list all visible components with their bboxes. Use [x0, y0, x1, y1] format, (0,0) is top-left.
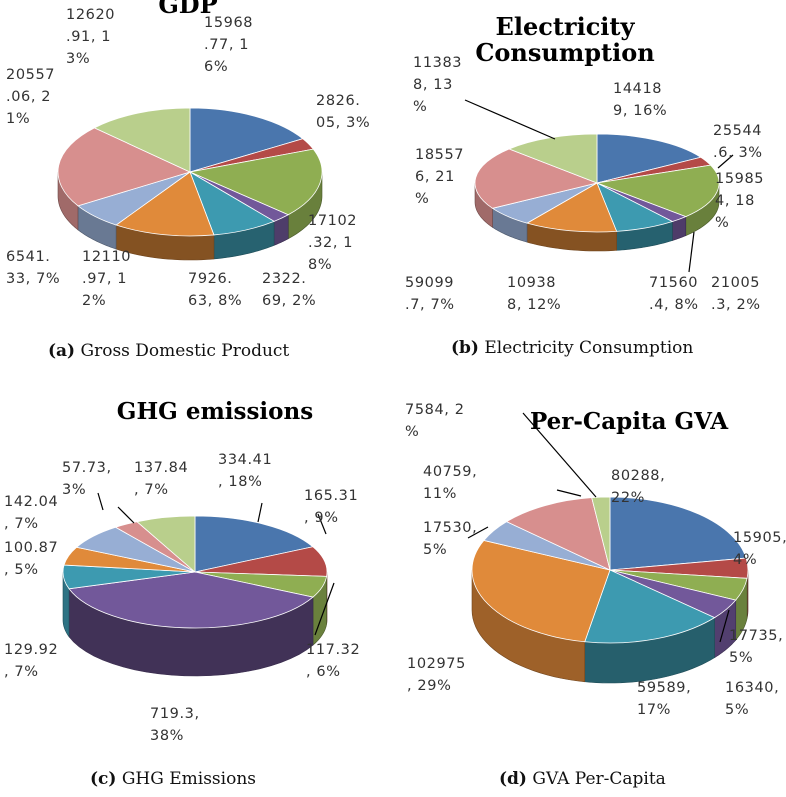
leader-line: [467, 526, 489, 539]
data-label: 59589, 17%: [637, 680, 692, 718]
leader-line: [522, 412, 597, 498]
leader-line: [317, 513, 327, 535]
pie-chart-gdp: GDP 15968 .77, 1 6% 2826. 05, 3% 17102 .…: [0, 0, 393, 380]
leader-line: [117, 506, 135, 524]
pie-slice: [57, 127, 192, 207]
pie-slice: [115, 171, 215, 237]
data-label: 12620 .91, 1 3%: [66, 7, 116, 67]
data-label: 117.32 , 6%: [306, 642, 361, 680]
data-label: 165.31 , 9%: [304, 488, 359, 526]
leader-line: [464, 99, 556, 140]
caption-letter: (a): [48, 341, 76, 361]
pie-svg: [62, 492, 335, 677]
caption-letter: (b): [451, 338, 479, 358]
data-label: 25544 .6, 3%: [713, 123, 763, 161]
pie-chart-electricity: Electricity Consumption 14418 9, 16% 255…: [393, 0, 786, 380]
data-label: 12110 .97, 1 2%: [82, 249, 132, 309]
caption-text: GHG Emissions: [116, 769, 257, 789]
pie-slice: [194, 515, 314, 573]
data-label: 2322. 69, 2%: [262, 271, 317, 309]
data-label: 17735, 5%: [729, 628, 784, 666]
caption: (d) GVA Per-Capita: [499, 769, 666, 789]
caption: (b) Electricity Consumption: [451, 338, 693, 358]
pie-chart-gva: Per-Capita GVA 80288, 22% 15905, 4% 1773…: [393, 395, 786, 797]
caption: (a) Gross Domestic Product: [48, 341, 289, 361]
pie-svg: [57, 107, 323, 261]
pie-chart-ghg: GHG emissions 334.41 , 18% 165.31 , 9% 1…: [0, 395, 393, 797]
caption-letter: (d): [499, 769, 527, 789]
leader-line: [688, 231, 695, 273]
data-label: 20557 .06, 2 1%: [6, 67, 56, 127]
caption-text: GVA Per-Capita: [526, 769, 666, 789]
pie-slice: [136, 515, 196, 573]
data-label: 142.04 , 7%: [4, 494, 59, 532]
data-label: 7584, 2 %: [405, 402, 465, 440]
pie-slice: [595, 164, 720, 218]
data-label: 17102 .32, 1 8%: [308, 213, 358, 273]
pie-slice: [188, 148, 323, 216]
pie-slice: [591, 496, 611, 571]
pie-svg: [464, 99, 734, 273]
chart-title: Electricity Consumption: [475, 12, 655, 68]
data-label: 57.73, 3%: [62, 460, 112, 498]
pie-slice: [93, 107, 191, 173]
data-label: 7926. 63, 8%: [188, 271, 243, 309]
data-label: 137.84 , 7%: [134, 460, 189, 498]
pie-slice: [584, 569, 716, 644]
data-label: 80288, 22%: [611, 468, 666, 506]
caption-text: Gross Domestic Product: [75, 341, 290, 361]
chart-title: GDP: [158, 0, 218, 19]
data-label: 334.41 , 18%: [218, 452, 273, 490]
pie-slice: [474, 148, 599, 209]
data-label: 2826. 05, 3%: [316, 93, 371, 131]
data-label: 21005 .3, 2%: [711, 275, 761, 313]
caption-text: Electricity Consumption: [478, 338, 694, 358]
pie-slice: [505, 497, 611, 571]
leader-line: [257, 502, 263, 523]
pie-slice: [596, 133, 702, 184]
pie-slice: [526, 182, 618, 233]
leader-line: [719, 609, 730, 643]
caption: (c) GHG Emissions: [90, 769, 256, 789]
data-label: 17530, 5%: [423, 520, 478, 558]
data-label: 15968 .77, 1 6%: [204, 15, 254, 75]
data-label: 100.87 , 5%: [4, 540, 59, 578]
data-label: 129.92 , 7%: [4, 642, 59, 680]
leader-line: [97, 492, 104, 511]
data-label: 6541. 33, 7%: [6, 249, 61, 287]
data-label: 18557 6, 21 %: [415, 147, 465, 207]
caption-letter: (c): [90, 769, 117, 789]
pie-slice: [471, 539, 611, 643]
data-label: 16340, 5%: [725, 680, 780, 718]
data-label: 40759, 11%: [423, 464, 478, 502]
data-label: 719.3, 38%: [150, 706, 200, 744]
leader-line: [556, 489, 582, 497]
data-label: 102975 , 29%: [407, 656, 466, 694]
pie-svg: [467, 412, 749, 684]
data-label: 15905, 4%: [733, 530, 786, 568]
data-label: 14418 9, 16%: [613, 81, 668, 119]
data-label: 11383 8, 13 %: [413, 55, 463, 115]
pie-slice: [508, 133, 598, 184]
chart-title: GHG emissions: [116, 398, 314, 425]
data-label: 71560 .4, 8%: [649, 275, 699, 313]
data-label: 59099 .7, 7%: [405, 275, 455, 313]
leader-line: [314, 582, 335, 636]
pie-slice: [68, 571, 314, 629]
data-label: 10938 8, 12%: [507, 275, 562, 313]
chart-title: Per-Capita GVA: [529, 408, 729, 435]
data-label: 15985 4, 18 %: [715, 171, 765, 231]
pie-slice: [609, 496, 747, 571]
leader-line: [717, 154, 734, 169]
pie-slice: [189, 107, 304, 173]
